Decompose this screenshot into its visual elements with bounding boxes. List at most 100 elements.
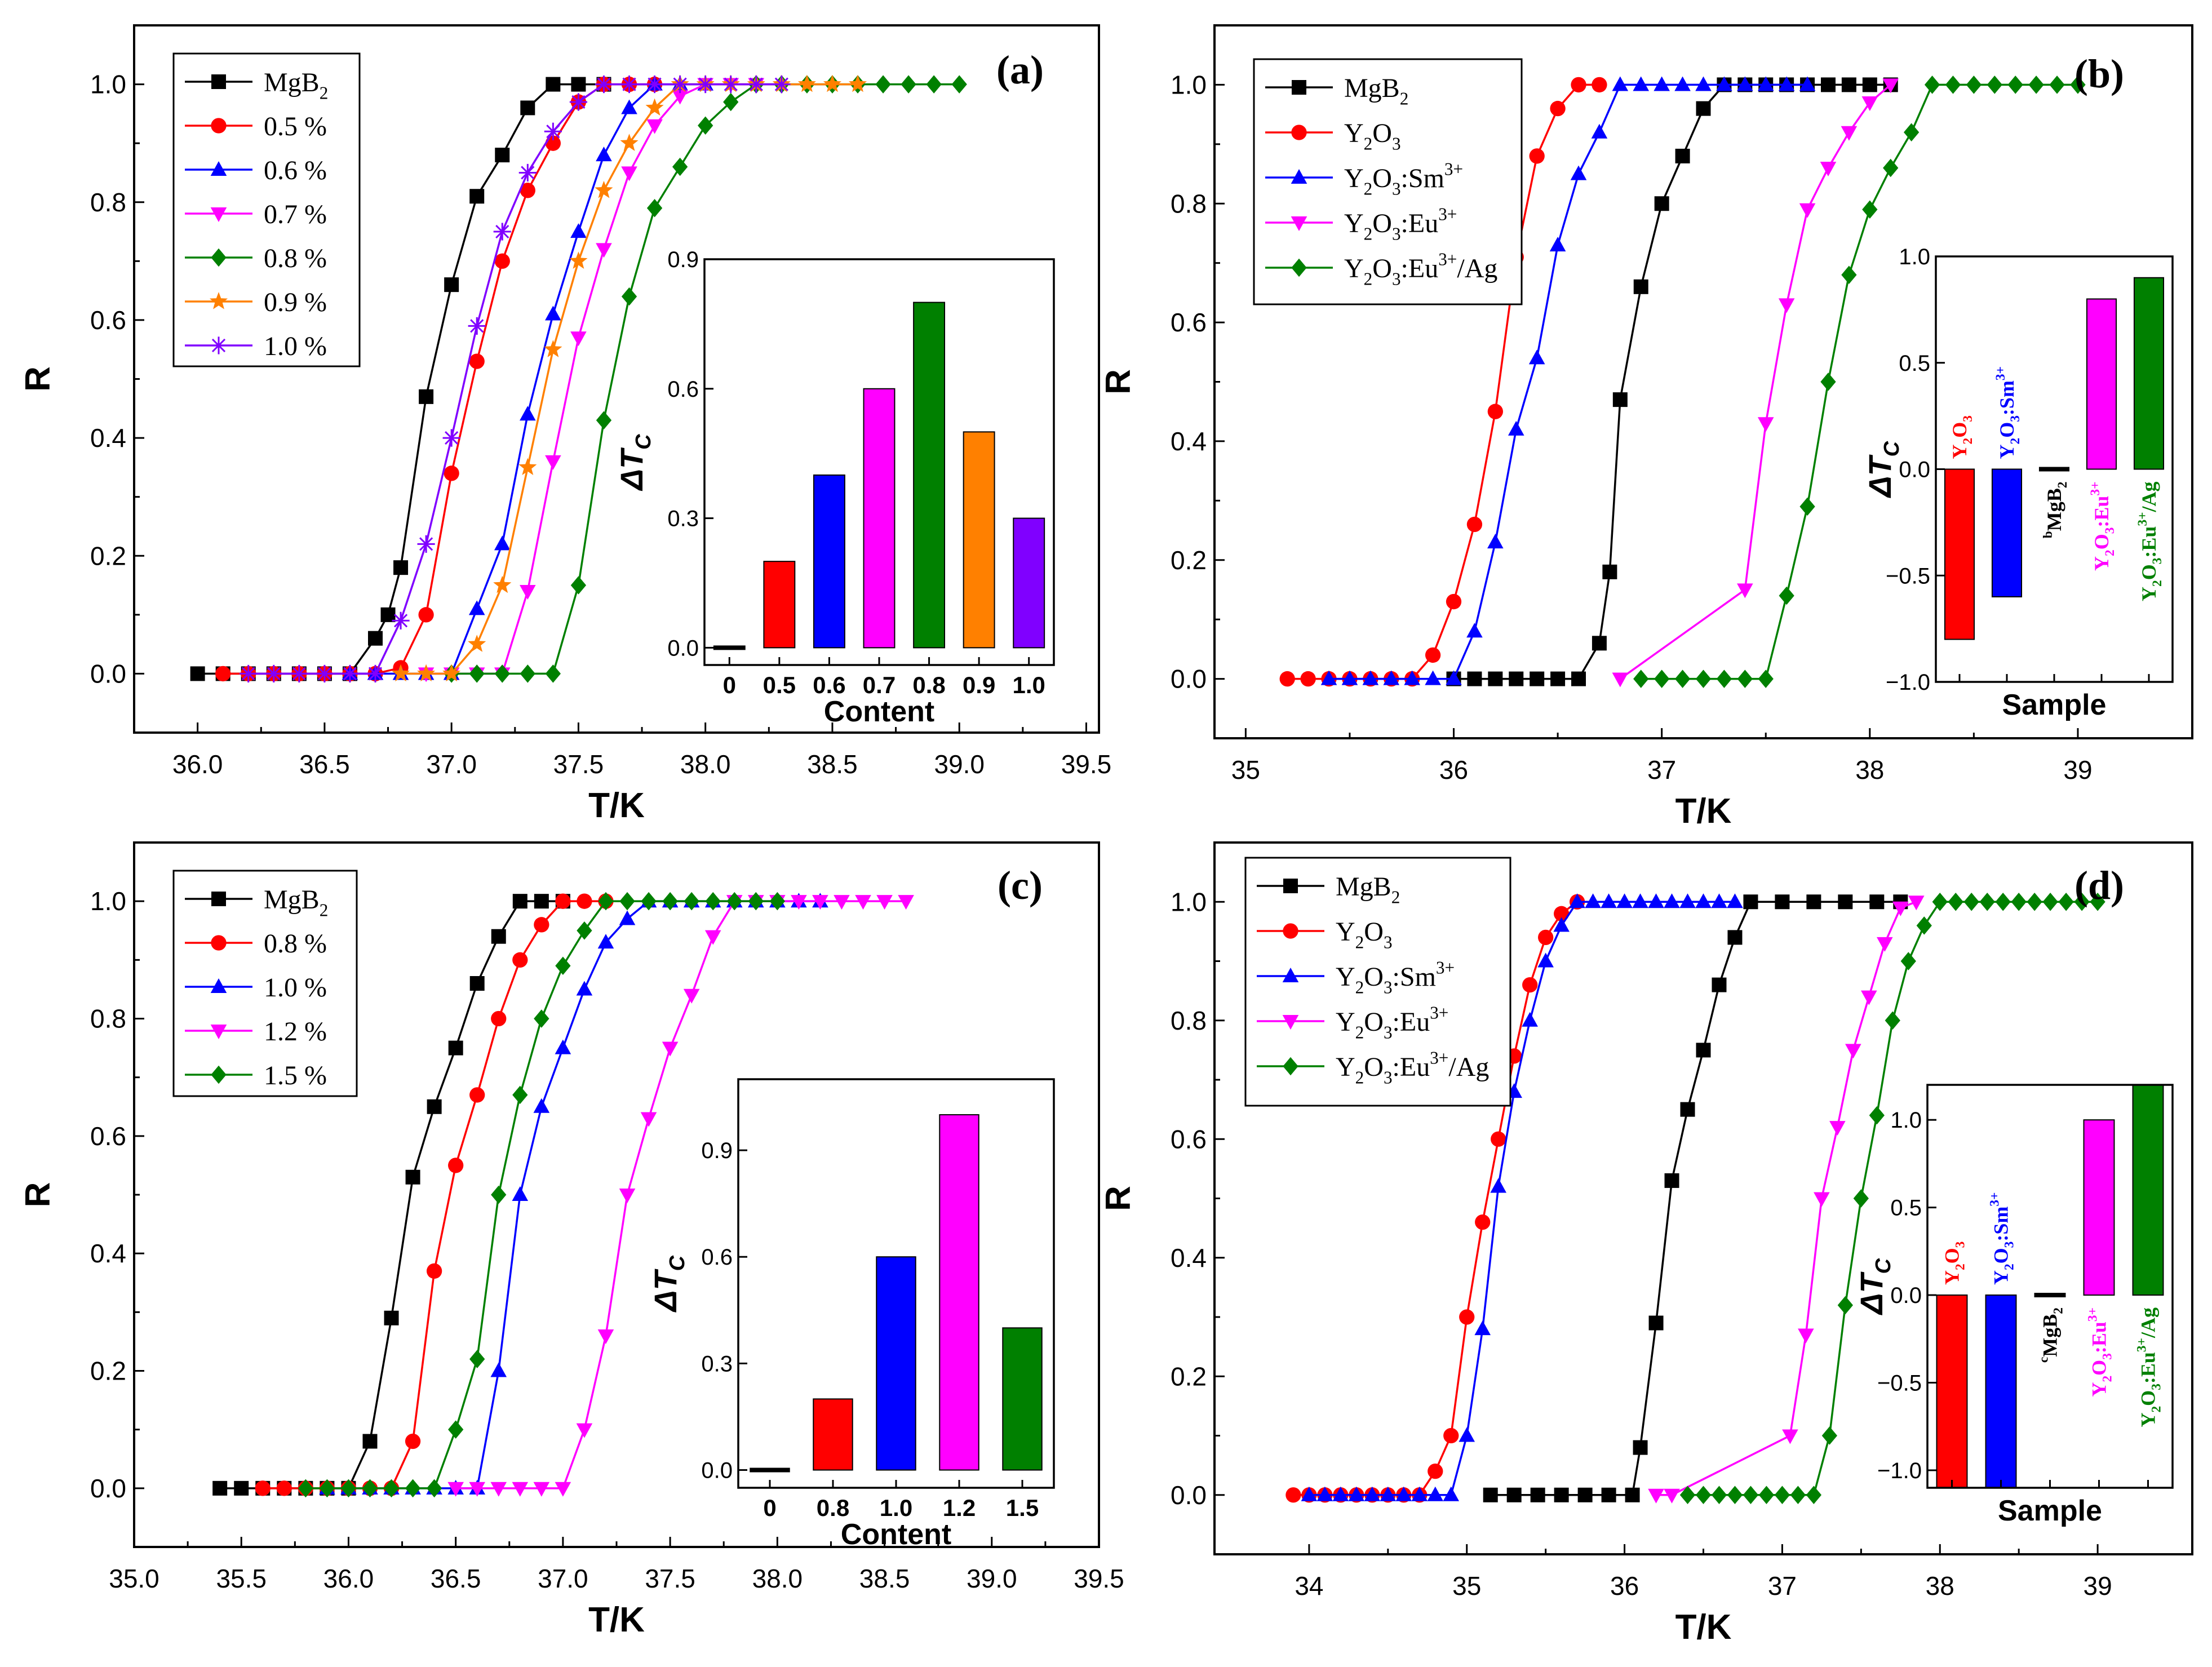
data-point [490, 1482, 507, 1497]
inset-category-label: c​MgB2​ [2036, 1307, 2065, 1363]
inset-bar [1002, 1327, 1043, 1471]
legend-marker [211, 892, 226, 906]
data-point [620, 75, 639, 94]
data-point [545, 664, 561, 683]
data-point [1601, 893, 1617, 908]
marker-stroke [749, 77, 763, 91]
label-segment: Y [1336, 1007, 1355, 1037]
y-tick-label: 1.0 [90, 886, 126, 916]
data-point [1861, 96, 1878, 111]
label-segment: 3 [2002, 1242, 2017, 1248]
data-point [684, 892, 699, 911]
data-point [2011, 893, 2027, 911]
inset-category-label: 0.7 [863, 672, 896, 698]
data-point [597, 1329, 614, 1344]
data-point [544, 340, 562, 357]
series-y2o3-eu3-ag [1633, 76, 2086, 688]
legend: MgB2​ 0.8 % 1.0 % 1.2 % 1.5 % [172, 870, 358, 1097]
data-point [1522, 1012, 1538, 1027]
data-point [619, 892, 635, 911]
data-point [1758, 670, 1774, 688]
label-segment: MgB [1336, 872, 1391, 902]
x-tick-label: 39.5 [1074, 1564, 1124, 1593]
series-line [1490, 901, 1901, 1496]
data-point [621, 287, 637, 306]
legend-label: Y2​O3​:Eu3+​ [1336, 1003, 1448, 1042]
x-tick-label: 36.5 [431, 1564, 481, 1593]
data-point [569, 93, 588, 111]
legend-marker [210, 1024, 227, 1039]
label-segment: 3 [2103, 527, 2117, 534]
data-point [1963, 893, 1979, 911]
y-tick-label: 0.8 [90, 188, 126, 217]
label-segment: 3+ [2085, 1307, 2100, 1322]
data-point [1654, 196, 1669, 211]
data-point [491, 1010, 507, 1027]
label-segment: 3+ [1430, 1048, 1448, 1067]
legend-marker [210, 336, 228, 354]
x-tick-label: 36 [1439, 755, 1468, 784]
data-point [520, 584, 536, 600]
data-point [723, 92, 739, 112]
inset-x-label: Content [824, 695, 934, 728]
inset-frame [1926, 1084, 2174, 1489]
legend-marker [211, 1065, 227, 1084]
legend-box [172, 870, 358, 1097]
data-point [926, 75, 942, 94]
plot-frame [1213, 24, 2193, 739]
inset-category-label: 0.9 [963, 672, 995, 698]
y-tick-label: 0.4 [1171, 427, 1207, 456]
data-point [1900, 952, 1916, 970]
label-segment: MgB [2039, 1314, 2062, 1357]
data-point [1696, 1043, 1711, 1058]
data-point [1383, 670, 1400, 685]
y-tick-label: 0.0 [90, 1474, 126, 1503]
inset-bar [2086, 298, 2117, 470]
data-point [823, 74, 842, 92]
data-point [234, 1480, 249, 1496]
y-tick-label: 0.4 [90, 1239, 126, 1268]
y-tick-label: 0.0 [1171, 664, 1207, 694]
label-segment: 2 [1364, 179, 1373, 198]
data-point [1695, 76, 1712, 91]
data-point [1488, 671, 1503, 686]
data-point [494, 664, 510, 683]
data-point [1862, 77, 1877, 92]
data-point [2070, 76, 2086, 94]
data-point [1362, 670, 1379, 685]
label-segment: 2 [1400, 88, 1409, 108]
marker-stroke [724, 77, 738, 91]
label-segment: /Ag [1448, 1052, 1489, 1082]
data-point [1966, 76, 1982, 94]
marker-stroke [495, 224, 509, 239]
label-segment: O [1372, 254, 1392, 283]
legend-marker [210, 207, 227, 222]
label-segment: 0.5 % [264, 112, 327, 141]
x-axis-label: T/K [588, 786, 645, 825]
data-point [468, 635, 486, 652]
data-point [1411, 1486, 1428, 1501]
data-point [621, 99, 637, 114]
data-point [468, 317, 486, 335]
data-point [493, 223, 511, 241]
data-point [1474, 1320, 1491, 1336]
data-point [1737, 76, 1753, 91]
data-point [848, 74, 867, 92]
label-segment: /Ag [1457, 254, 1497, 283]
data-point [1571, 671, 1586, 686]
legend-label: MgB2​ [1344, 73, 1408, 108]
data-point [1806, 894, 1821, 910]
data-point [1932, 893, 1948, 911]
label-segment: 2 [1364, 269, 1373, 289]
y-tick-label: 0.4 [90, 423, 126, 453]
data-point [555, 1482, 571, 1497]
label-segment: 1.0 % [264, 331, 327, 361]
data-point [1341, 670, 1358, 685]
inset-y-tick-label: 0.0 [701, 1458, 733, 1483]
legend-label: 1.2 % [264, 1017, 327, 1047]
inset-y-tick-label: −1.0 [1886, 670, 1930, 695]
legend-label: Y2​O3​:Eu3+​ [1344, 204, 1457, 243]
data-point [1695, 1486, 1712, 1504]
data-point [791, 895, 807, 910]
y-axis-label: R [1099, 1186, 1138, 1211]
